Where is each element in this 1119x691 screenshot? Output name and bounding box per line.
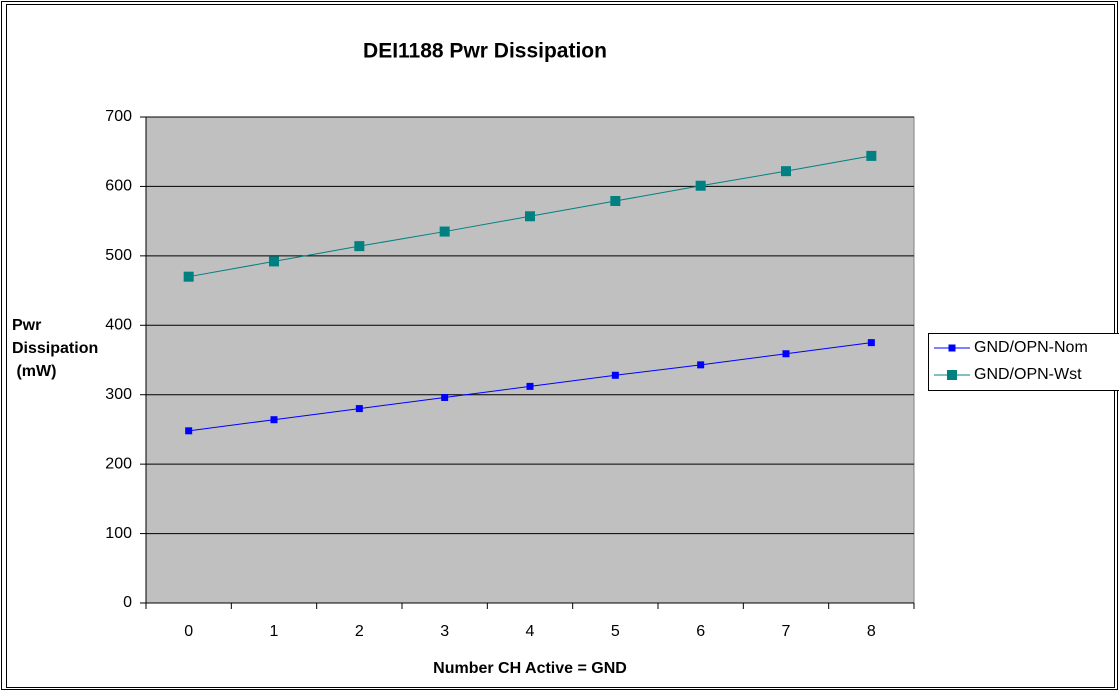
x-tick-label: 0 <box>184 623 193 640</box>
y-tick-label: 300 <box>105 386 132 403</box>
y-tick-label: 100 <box>105 525 132 542</box>
marker <box>526 382 534 390</box>
x-tick-label: 5 <box>611 623 620 640</box>
marker <box>183 271 194 282</box>
plot-area <box>145 116 915 604</box>
marker <box>695 180 706 191</box>
x-tick-label: 8 <box>867 623 876 640</box>
x-tick-label: 7 <box>782 623 791 640</box>
y-axis-label: (mW) <box>12 363 56 380</box>
y-tick-label: 0 <box>123 594 132 611</box>
x-axis-label: Number CH Active = GND <box>433 660 627 677</box>
legend-label: GND/OPN-Nom <box>974 339 1088 356</box>
y-tick-label: 500 <box>105 247 132 264</box>
x-tick-label: 1 <box>270 623 279 640</box>
y-tick-label: 600 <box>105 178 132 195</box>
y-axis-label: Pwr <box>12 317 41 334</box>
legend-marker <box>947 370 957 380</box>
chart-title: DEI1188 Pwr Dissipation <box>363 40 607 63</box>
y-tick-label: 200 <box>105 455 132 472</box>
x-tick-label: 2 <box>355 623 364 640</box>
marker <box>441 393 449 401</box>
marker <box>269 256 279 267</box>
legend-label: GND/OPN-Wst <box>974 366 1082 383</box>
legend-marker <box>948 344 956 352</box>
marker <box>611 371 619 379</box>
marker <box>610 196 621 207</box>
x-tick-label: 3 <box>440 623 449 640</box>
marker <box>270 416 278 424</box>
marker <box>439 226 450 237</box>
marker <box>525 211 535 222</box>
x-tick-label: 6 <box>696 623 705 640</box>
marker <box>697 361 705 369</box>
marker <box>355 405 363 413</box>
y-tick-label: 700 <box>105 108 132 125</box>
y-axis-label: Dissipation <box>12 340 98 357</box>
y-tick-label: 400 <box>105 317 132 334</box>
marker <box>867 339 875 347</box>
marker <box>782 350 790 358</box>
marker <box>185 427 193 435</box>
marker <box>781 166 791 177</box>
marker <box>354 241 365 252</box>
legend-box <box>928 333 1119 391</box>
x-tick-label: 4 <box>526 623 535 640</box>
marker <box>866 150 877 161</box>
